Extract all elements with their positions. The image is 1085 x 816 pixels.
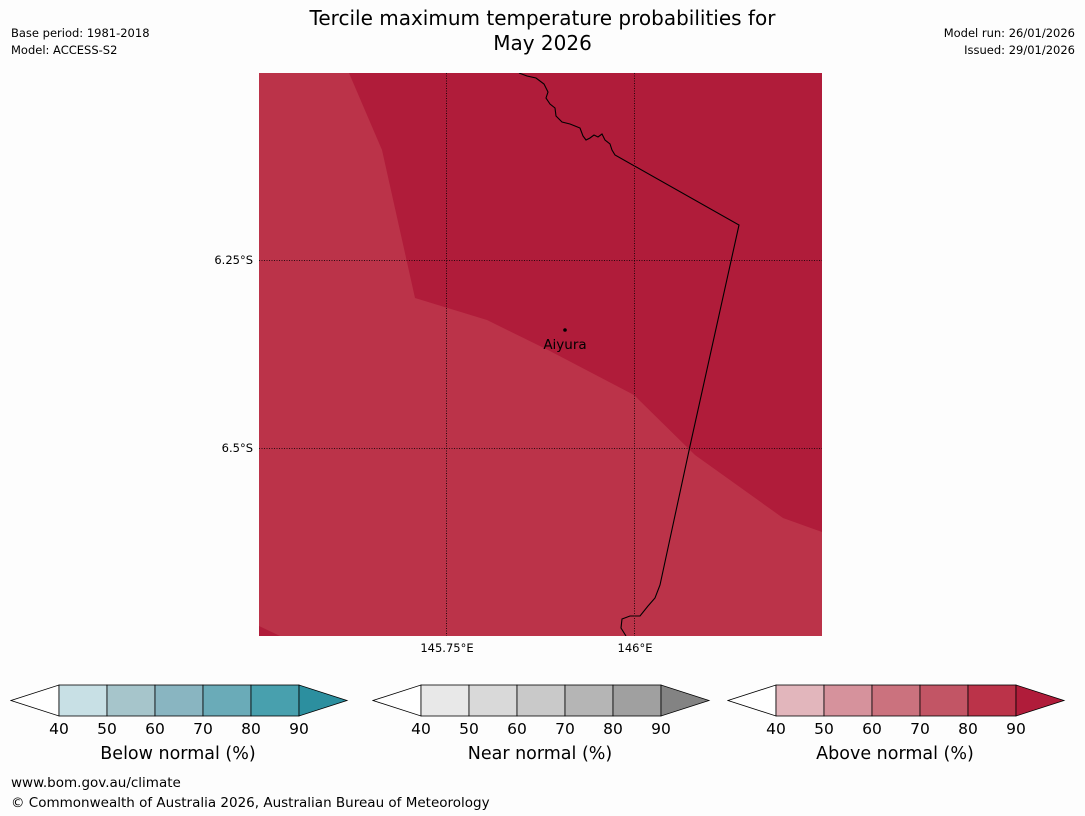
colorbar-above-graphic: [727, 684, 1066, 717]
above-bin-40-50: [775, 684, 825, 717]
colorbar-below-normal: 40 50 60 70 80 90 Below normal (%): [10, 684, 350, 766]
below-bin-80-90: [250, 684, 300, 717]
below-tick-80: 80: [241, 720, 261, 738]
colorbar-near-graphic: [372, 684, 711, 717]
near-tick-50: 50: [459, 720, 479, 738]
below-tick-40: 40: [49, 720, 69, 738]
aiyura-label: Aiyura: [543, 337, 587, 353]
above-tick-40: 40: [766, 720, 786, 738]
below-tick-90: 90: [289, 720, 309, 738]
map-title: Tercile maximum temperature probabilitie…: [0, 6, 1085, 56]
above-tick-70: 70: [910, 720, 930, 738]
base-period-text: Base period: 1981-2018: [11, 26, 150, 40]
near-bin-under-40: [372, 684, 422, 717]
below-bin-under-40: [10, 684, 60, 717]
issued-text: Issued: 29/01/2026: [964, 43, 1075, 57]
near-bin-70-80: [564, 684, 614, 717]
near-bin-over-90: [660, 684, 711, 717]
colorbar-near-normal: 40 50 60 70 80 90 Near normal (%): [372, 684, 712, 766]
header-left-meta: Base period: 1981-2018 Model: ACCESS-S2: [11, 25, 150, 59]
near-bin-50-60: [468, 684, 518, 717]
near-tick-90: 90: [651, 720, 671, 738]
lon-label-145-75: 145.75°E: [420, 641, 474, 655]
colorbar-below-label: Below normal (%): [100, 744, 256, 764]
lat-label-6-5: 6.5°S: [221, 441, 253, 455]
above-bin-60-70: [871, 684, 921, 717]
border-line: [518, 73, 740, 636]
above-bin-70-80: [919, 684, 969, 717]
near-tick-60: 60: [507, 720, 527, 738]
above-tick-80: 80: [958, 720, 978, 738]
near-bin-60-70: [516, 684, 566, 717]
above-tick-90: 90: [1006, 720, 1026, 738]
footer-url: www.bom.gov.au/climate: [11, 775, 181, 791]
region-above-80: [349, 73, 822, 532]
region-above-80-corner: [259, 626, 280, 636]
colorbar-above-normal: 40 50 60 70 80 90 Above normal (%): [727, 684, 1067, 766]
near-tick-80: 80: [603, 720, 623, 738]
model-run-text: Model run: 26/01/2026: [943, 26, 1075, 40]
footer-copyright: © Commonwealth of Australia 2026, Austra…: [11, 795, 490, 811]
below-tick-50: 50: [97, 720, 117, 738]
title-line-2: May 2026: [493, 31, 592, 55]
title-line-1: Tercile maximum temperature probabilitie…: [309, 6, 776, 30]
above-bin-50-60: [823, 684, 873, 717]
lat-label-6-25: 6.25°S: [214, 253, 253, 267]
near-bin-80-90: [612, 684, 662, 717]
near-tick-70: 70: [555, 720, 575, 738]
below-bin-over-90: [298, 684, 349, 717]
above-tick-50: 50: [814, 720, 834, 738]
below-bin-50-60: [106, 684, 156, 717]
colorbar-below-graphic: [10, 684, 349, 717]
colorbar-near-label: Near normal (%): [467, 744, 613, 764]
aiyura-marker-icon: [563, 328, 567, 332]
below-tick-70: 70: [193, 720, 213, 738]
below-bin-60-70: [154, 684, 204, 717]
below-tick-60: 60: [145, 720, 165, 738]
below-bin-70-80: [202, 684, 252, 717]
lon-label-146: 146°E: [617, 641, 653, 655]
near-bin-40-50: [420, 684, 470, 717]
model-text: Model: ACCESS-S2: [11, 43, 118, 57]
above-bin-over-90: [1015, 684, 1066, 717]
header-right-meta: Model run: 26/01/2026 Issued: 29/01/2026: [944, 25, 1075, 59]
colorbar-above-label: Above normal (%): [816, 744, 974, 764]
above-bin-80-90: [967, 684, 1017, 717]
above-bin-under-40: [727, 684, 777, 717]
below-bin-40-50: [58, 684, 108, 717]
above-tick-60: 60: [862, 720, 882, 738]
near-tick-40: 40: [411, 720, 431, 738]
